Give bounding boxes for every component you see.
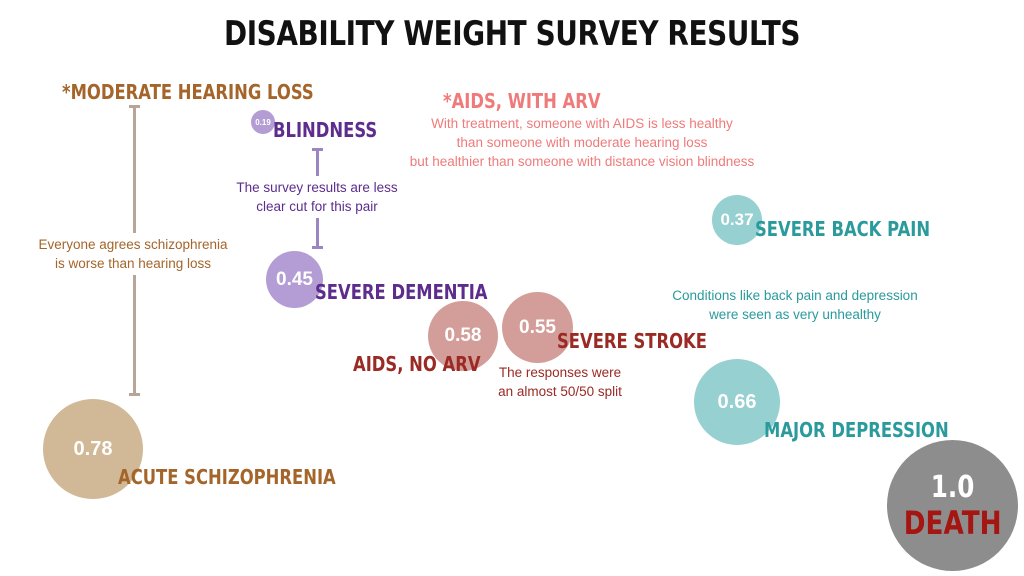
note-aids-with-arv: With treatment, someone with AIDS is les… xyxy=(409,116,755,169)
bubble-severe-stroke: 0.55 xyxy=(502,292,573,363)
bubble-acute-schizophrenia: 0.78 xyxy=(43,399,143,499)
label-blindness: BLINDNESS xyxy=(273,118,378,142)
bubble-aids-no-arv: 0.58 xyxy=(428,301,498,371)
label-moderate-hearing-loss: *MODERATE HEARING LOSS xyxy=(62,80,314,104)
note-back-pain-depression: Conditions like back pain and depression… xyxy=(672,288,918,322)
bubble-major-depression: 0.66 xyxy=(694,359,780,445)
label-acute-schizophrenia: ACUTE SCHIZOPHRENIA xyxy=(118,465,336,489)
label-death: DEATH xyxy=(903,503,1002,542)
page-title: DISABILITY WEIGHT SURVEY RESULTS xyxy=(223,14,801,54)
bracket-cap-bottom xyxy=(129,393,140,396)
label-severe-dementia: SEVERE DEMENTIA xyxy=(315,280,488,304)
note-aids-stroke: The responses were an almost 50/50 split xyxy=(498,365,622,399)
label-severe-stroke: SEVERE STROKE xyxy=(557,329,707,353)
label-severe-back-pain: SEVERE BACK PAIN xyxy=(755,217,931,241)
bubble-severe-back-pain: 0.37 xyxy=(712,195,762,245)
bubble-severe-dementia: 0.45 xyxy=(266,251,323,308)
label-aids-with-arv: *AIDS, WITH ARV xyxy=(443,89,601,113)
note-blindness-dementia: The survey results are less clear cut fo… xyxy=(212,176,422,218)
note-schizophrenia-hearing: Everyone agrees schizophrenia is worse t… xyxy=(18,233,248,275)
label-major-depression: MAJOR DEPRESSION xyxy=(764,418,949,442)
bubble-blindness: 0.19 xyxy=(251,110,275,134)
bubble-death: 1.0 DEATH xyxy=(887,440,1018,571)
bracket-cap-bottom-purple xyxy=(312,246,323,249)
label-aids-no-arv: AIDS, NO ARV xyxy=(353,352,481,376)
